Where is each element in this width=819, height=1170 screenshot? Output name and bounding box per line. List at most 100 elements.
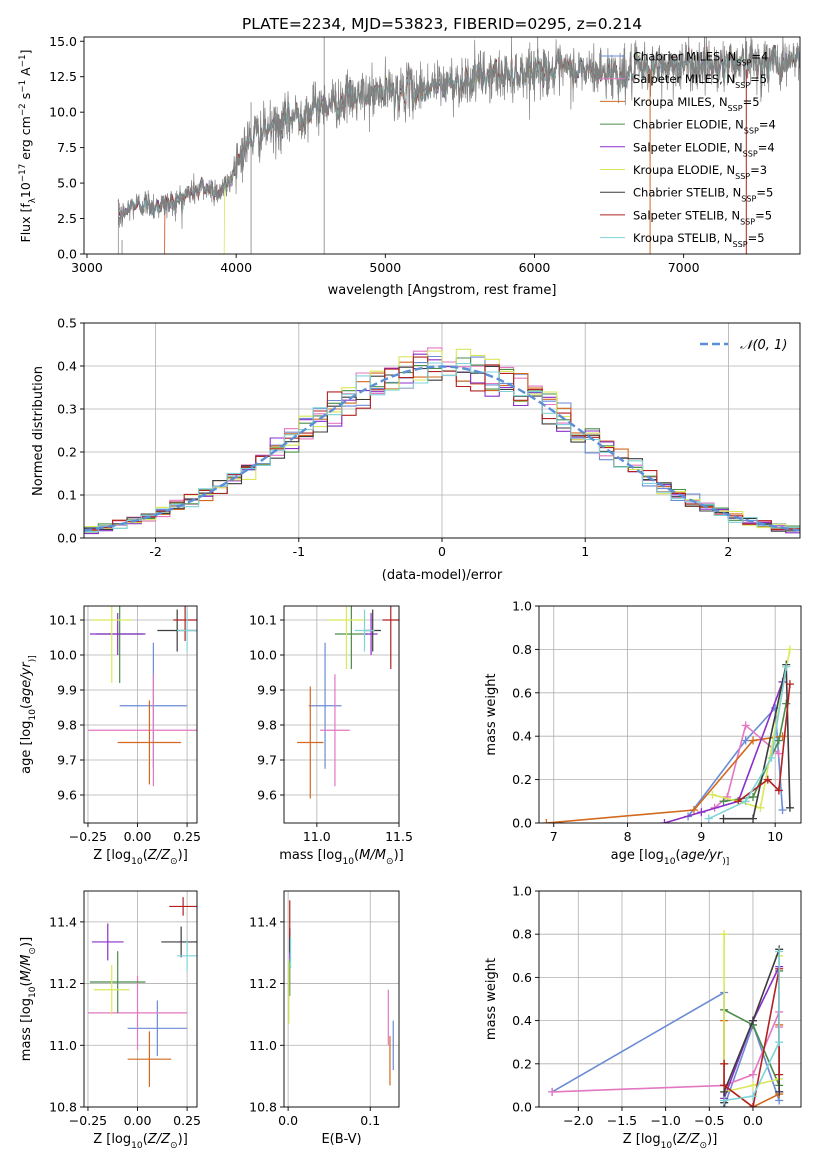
y-tick-label: 0.0 bbox=[512, 1100, 532, 1115]
y-axis-label: Normed distribution bbox=[31, 366, 46, 496]
x-tick-label: 7 bbox=[550, 829, 558, 844]
y-tick-label: 9.9 bbox=[257, 683, 277, 698]
mass-weight-marker bbox=[548, 1087, 557, 1096]
legend-entry: Kroupa STELIB, NSSP=5 bbox=[633, 231, 765, 249]
mass-weight-line bbox=[737, 684, 791, 802]
mass-weight-marker bbox=[741, 797, 750, 806]
y-tick-label: 10.8 bbox=[249, 1100, 277, 1115]
y-tick-label: 0.0 bbox=[57, 247, 77, 262]
mass-weight-marker bbox=[785, 803, 794, 812]
mass-weight-marker bbox=[720, 1096, 729, 1105]
y-tick-label: 0.4 bbox=[57, 359, 77, 374]
x-tick-label: 2 bbox=[724, 544, 732, 559]
x-axis-label: Z [log10(Z/Z⊙)] bbox=[93, 1132, 188, 1151]
x-tick-label: −2.0 bbox=[563, 1113, 593, 1128]
mass-weight-marker bbox=[719, 797, 728, 806]
x-tick-label: 7000 bbox=[668, 260, 700, 275]
x-tick-label: 0.00 bbox=[124, 829, 152, 844]
mass-weight-marker bbox=[767, 753, 776, 762]
residual-histogram-step bbox=[84, 365, 800, 532]
y-tick-label: 15.0 bbox=[49, 34, 77, 49]
y-tick-label: 10.1 bbox=[249, 613, 277, 628]
y-tick-label: 0.6 bbox=[512, 685, 532, 700]
axes-frame bbox=[283, 890, 400, 1108]
mass-weight-marker bbox=[720, 1059, 729, 1068]
y-tick-label: 11.0 bbox=[49, 1038, 77, 1053]
legend-entry: Chabrier ELODIE, NSSP=4 bbox=[633, 118, 776, 136]
mass-weight-marker bbox=[723, 792, 732, 801]
mass-weight-line bbox=[546, 735, 783, 823]
y-tick-label: 11.2 bbox=[49, 976, 77, 991]
x-tick-label: 10 bbox=[767, 829, 783, 844]
y-tick-label: 9.6 bbox=[257, 788, 277, 803]
mass-weight-marker bbox=[542, 819, 551, 823]
x-axis-label: (data-model)/error bbox=[382, 568, 503, 583]
y-tick-label: 0.4 bbox=[512, 1013, 532, 1028]
axes-frame bbox=[538, 890, 802, 1108]
y-tick-label: 0.5 bbox=[57, 316, 77, 331]
mass-weight-marker bbox=[748, 1081, 757, 1090]
y-tick-label: 9.8 bbox=[57, 718, 77, 733]
spectrum-axes: 3000 4000 5000 6000 7000 0.0 2.5 5.0 7.5 10.0 12.5… bbox=[18, 34, 801, 298]
x-tick-label: 3000 bbox=[71, 260, 103, 275]
mass-weight-line bbox=[723, 664, 791, 820]
mass-weight-marker bbox=[720, 930, 729, 939]
legend-entry: Kroupa ELODIE, NSSP=3 bbox=[633, 163, 767, 181]
y-tick-label: 10.8 bbox=[49, 1100, 77, 1115]
mass-weight-marker bbox=[704, 814, 713, 823]
y-tick-label: 12.5 bbox=[49, 69, 77, 84]
legend-entry: Chabrier STELIB, NSSP=5 bbox=[633, 186, 773, 204]
axes-frame bbox=[538, 605, 802, 824]
mass-weight-marker bbox=[785, 680, 794, 689]
mass-vs-ebv-plot-area bbox=[288, 900, 394, 1086]
mass-weight-marker bbox=[697, 808, 706, 817]
x-tick-label: 8 bbox=[624, 829, 632, 844]
mass-weight-marker bbox=[660, 819, 669, 823]
mass-weight-marker bbox=[748, 1103, 757, 1107]
x-tick-label: 0.0 bbox=[743, 1113, 763, 1128]
x-axis-label: wavelength [Angstrom, rest frame] bbox=[328, 283, 557, 298]
mass-weight-marker bbox=[778, 805, 787, 814]
mass-weight-line bbox=[708, 666, 787, 820]
x-tick-label: 4000 bbox=[220, 260, 252, 275]
y-tick-label: 2.5 bbox=[57, 211, 77, 226]
axes-frame bbox=[283, 605, 400, 824]
x-tick-label: −0.25 bbox=[69, 829, 107, 844]
y-tick-label: 9.6 bbox=[57, 788, 77, 803]
mass-weight-marker bbox=[782, 699, 791, 708]
x-tick-label: 0.0 bbox=[278, 1113, 298, 1128]
mass-weight-marker bbox=[775, 1087, 784, 1096]
x-tick-label: 6000 bbox=[519, 260, 551, 275]
residual-histogram-step bbox=[84, 362, 800, 532]
x-tick-label: 11.5 bbox=[385, 829, 413, 844]
y-tick-label: 7.5 bbox=[57, 140, 77, 155]
y-tick-label: 10.0 bbox=[49, 105, 77, 120]
y-tick-label: 11.0 bbox=[249, 1038, 277, 1053]
x-axis-label: mass [log10(M/M⊙)] bbox=[279, 848, 403, 867]
x-tick-label: 0.1 bbox=[360, 1113, 380, 1128]
y-tick-label: 11.4 bbox=[49, 914, 77, 929]
y-axis-label: mass [log10(M/M⊙)] bbox=[19, 937, 38, 1061]
normal-reference-curve bbox=[84, 365, 800, 532]
mass-weight-marker bbox=[741, 736, 750, 745]
legend-entry: Chabrier MILES, NSSP=4 bbox=[633, 50, 768, 68]
x-tick-label: −0.25 bbox=[69, 1113, 107, 1128]
mass-weight-marker bbox=[708, 790, 717, 799]
x-tick-label: 5000 bbox=[369, 260, 401, 275]
y-tick-label: 5.0 bbox=[57, 176, 77, 191]
residuals-axes: -2 -1 0 1 2 0.0 0.1 0.2 0.3 0.4 0.5 (data-model)/er… bbox=[31, 316, 801, 583]
x-tick-label: 9 bbox=[697, 829, 705, 844]
y-tick-label: 11.4 bbox=[249, 914, 277, 929]
mass-weight-marker bbox=[774, 749, 783, 758]
mass-weight-line bbox=[723, 951, 781, 1102]
y-tick-label: 1.0 bbox=[512, 599, 532, 614]
x-tick-label: −1.5 bbox=[607, 1113, 637, 1128]
legend-entry: Salpeter ELODIE, NSSP=4 bbox=[633, 140, 775, 158]
mass-weight-marker bbox=[719, 814, 728, 823]
mass-weight-line bbox=[664, 681, 784, 823]
mass-weight-marker bbox=[774, 736, 783, 745]
x-tick-label: 11.0 bbox=[303, 829, 331, 844]
y-tick-label: 0.0 bbox=[57, 531, 77, 546]
mass-vs-z-plot-area bbox=[87, 897, 197, 1087]
